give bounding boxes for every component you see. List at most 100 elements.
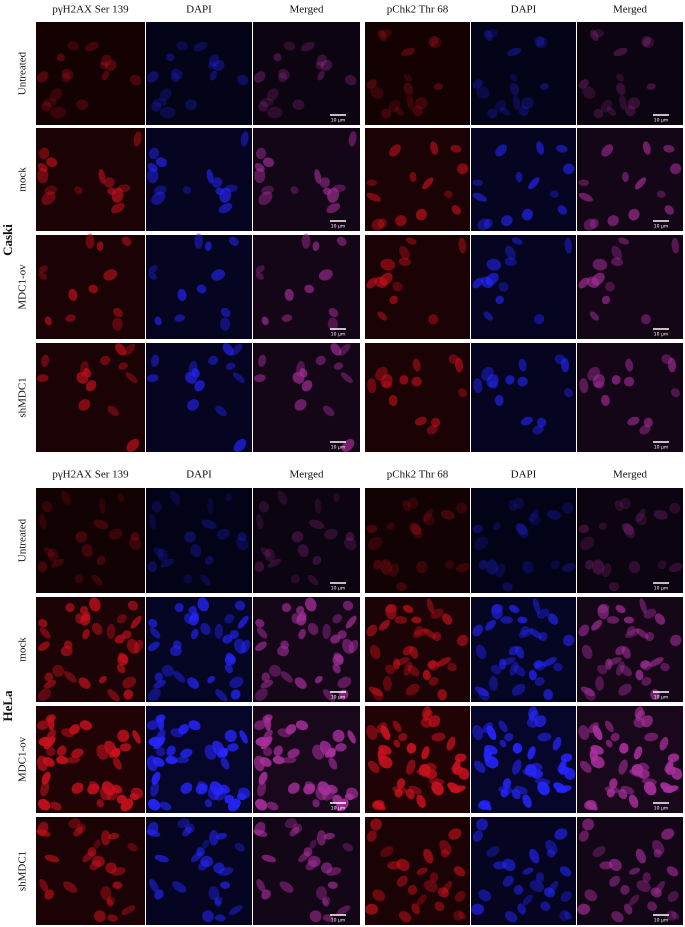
cell-nucleus bbox=[618, 759, 628, 775]
cell-nucleus bbox=[147, 798, 161, 811]
cell-nucleus bbox=[636, 880, 651, 893]
cell-nucleus bbox=[518, 105, 529, 117]
cell-nucleus bbox=[336, 905, 351, 916]
cell-nucleus bbox=[39, 627, 51, 639]
cell-nucleus bbox=[472, 524, 484, 533]
cell-nucleus bbox=[414, 625, 424, 636]
cell-nucleus bbox=[71, 748, 84, 759]
cell-nucleus bbox=[133, 639, 144, 654]
cell-nucleus bbox=[155, 714, 166, 723]
cell-nucleus bbox=[63, 881, 78, 893]
cell-nucleus bbox=[255, 618, 265, 628]
cell-nucleus bbox=[472, 192, 487, 202]
cell-nucleus bbox=[629, 894, 640, 906]
cell-nucleus bbox=[295, 720, 309, 731]
cell-nucleus bbox=[272, 755, 285, 765]
micrograph-panel bbox=[365, 128, 470, 231]
cell-nucleus bbox=[130, 532, 140, 542]
panel-haze bbox=[365, 343, 470, 452]
scale-bar-label: 10 μm bbox=[331, 118, 345, 124]
cell-nucleus bbox=[204, 241, 212, 251]
cell-nucleus bbox=[578, 830, 589, 842]
cell-nucleus bbox=[389, 563, 400, 578]
cell-nucleus bbox=[501, 657, 516, 666]
scale-bar-label: 10 μm bbox=[654, 806, 668, 812]
cell-nucleus bbox=[114, 634, 126, 644]
cell-nucleus bbox=[214, 896, 223, 905]
cell-nucleus bbox=[154, 316, 162, 326]
micrograph-panel bbox=[471, 706, 576, 813]
cell-nucleus bbox=[330, 343, 342, 356]
cell-nucleus bbox=[373, 801, 386, 811]
cell-nucleus bbox=[592, 29, 604, 38]
cell-nucleus bbox=[38, 641, 50, 652]
cell-nucleus bbox=[323, 832, 335, 840]
cell-nucleus bbox=[128, 537, 142, 551]
cell-nucleus bbox=[85, 233, 95, 249]
cell-nucleus bbox=[634, 746, 643, 760]
cell-nucleus bbox=[38, 265, 48, 273]
cell-nucleus bbox=[382, 676, 392, 691]
micrograph-panel bbox=[471, 817, 576, 925]
cell-nucleus bbox=[312, 555, 322, 565]
cell-nucleus bbox=[195, 783, 208, 795]
cell-nucleus bbox=[545, 840, 558, 855]
cell-nucleus bbox=[277, 490, 288, 505]
cell-nucleus bbox=[601, 394, 610, 407]
column-header: Merged bbox=[289, 4, 324, 16]
cell-nucleus bbox=[44, 889, 55, 900]
cell-nucleus bbox=[515, 171, 523, 183]
cell-nucleus bbox=[401, 47, 415, 57]
cell-nucleus bbox=[126, 438, 140, 452]
cell-nucleus bbox=[155, 747, 166, 757]
cell-nucleus bbox=[518, 358, 527, 372]
cell-nucleus bbox=[309, 519, 325, 530]
cell-nucleus bbox=[492, 522, 501, 531]
panel-background bbox=[577, 343, 683, 452]
panel-haze bbox=[36, 22, 145, 125]
cell-nucleus bbox=[297, 611, 307, 622]
cell-nucleus bbox=[262, 157, 275, 168]
cell-nucleus bbox=[592, 559, 605, 575]
cell-nucleus bbox=[431, 781, 444, 796]
cell-nucleus bbox=[511, 237, 523, 245]
cell-nucleus bbox=[500, 788, 509, 798]
cell-nucleus bbox=[215, 832, 228, 840]
cell-nucleus bbox=[149, 627, 161, 639]
cell-nucleus bbox=[273, 745, 283, 757]
cell-nucleus bbox=[641, 676, 652, 686]
cell-nucleus bbox=[591, 619, 603, 631]
micrograph-panel bbox=[146, 22, 252, 125]
cell-nucleus bbox=[327, 881, 338, 889]
cell-nucleus bbox=[608, 582, 620, 592]
cell-nucleus bbox=[113, 757, 122, 770]
cell-nucleus bbox=[149, 514, 157, 530]
panel-background bbox=[471, 22, 576, 125]
cell-nucleus bbox=[636, 508, 646, 523]
cell-nucleus bbox=[494, 99, 507, 113]
cell-nucleus bbox=[458, 388, 468, 398]
cell-nucleus bbox=[483, 218, 493, 229]
cell-nucleus bbox=[213, 59, 225, 71]
cell-nucleus bbox=[606, 788, 615, 798]
cell-nucleus bbox=[113, 307, 123, 318]
cell-nucleus bbox=[220, 757, 230, 770]
cell-nucleus bbox=[40, 781, 50, 797]
cell-nucleus bbox=[215, 405, 227, 417]
cell-nucleus bbox=[614, 499, 624, 512]
cell-nucleus bbox=[65, 314, 76, 322]
cell-nucleus bbox=[398, 257, 411, 267]
cell-nucleus bbox=[147, 162, 158, 173]
cell-nucleus bbox=[532, 425, 544, 435]
cell-nucleus bbox=[46, 157, 58, 168]
cell-nucleus bbox=[194, 233, 203, 249]
cell-nucleus bbox=[370, 818, 382, 831]
cell-nucleus bbox=[395, 215, 407, 227]
cell-nucleus bbox=[175, 756, 190, 764]
cell-nucleus bbox=[173, 671, 186, 683]
cell-nucleus bbox=[433, 83, 443, 90]
cell-nucleus bbox=[447, 782, 461, 794]
cell-nucleus bbox=[657, 560, 667, 569]
cell-nucleus bbox=[304, 284, 314, 294]
cell-nucleus bbox=[394, 616, 407, 624]
